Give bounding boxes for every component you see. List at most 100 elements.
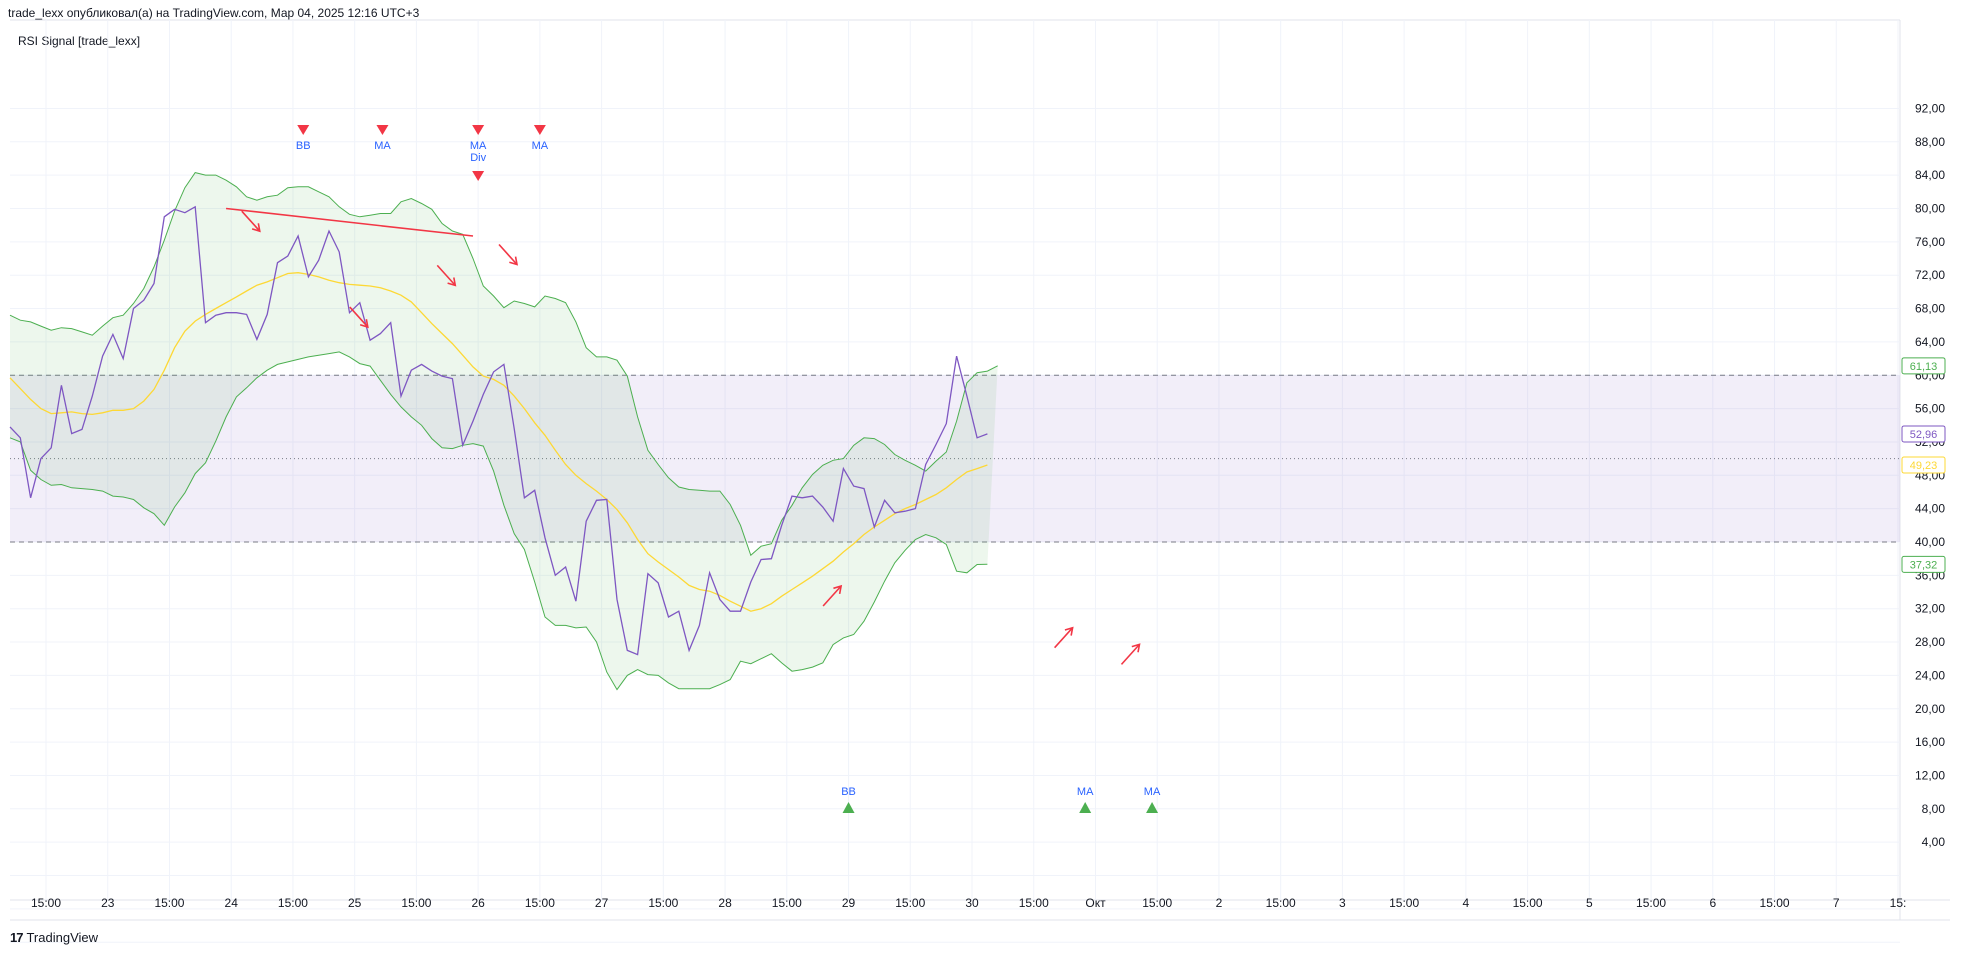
y-tick-label: 84,00: [1915, 168, 1945, 182]
down-arrow-icon: [436, 264, 457, 287]
x-tick-label: 15:00: [154, 896, 184, 910]
badge-box: [1901, 555, 1946, 573]
buy-signal-marker: BB: [841, 786, 856, 813]
tradingview-logo[interactable]: 17 TradingView: [10, 930, 98, 945]
indicator-title[interactable]: RSI Signal [trade_lexx]: [18, 34, 141, 48]
y-tick-label: 40,00: [1915, 535, 1945, 549]
x-tick-label: 26: [471, 896, 485, 910]
divergence-line: [225, 207, 474, 237]
x-tick-label: 7: [1833, 896, 1840, 910]
chart-grid: [10, 19, 1950, 943]
arrow-shaft: [1120, 643, 1141, 665]
y-tick-label: 12,00: [1915, 768, 1945, 782]
sell-signal-label: BB: [296, 140, 311, 152]
x-tick-label: 15:00: [648, 896, 678, 910]
y-tick-label: 64,00: [1915, 335, 1945, 349]
sell-signal-label: MA: [470, 140, 487, 152]
arrow-head: [509, 256, 519, 266]
divergence-triangle-icon: [472, 171, 485, 181]
upper-band-line: [9, 172, 998, 557]
x-tick-label: 30: [965, 896, 979, 910]
upper-band-value-badge: 61,13: [1901, 357, 1946, 375]
x-tick-label: 15:00: [1142, 896, 1172, 910]
arrow-head: [447, 277, 457, 287]
band-fill: [10, 172, 998, 690]
arrow-shaft: [1054, 627, 1074, 649]
sell-signal-marker: MA: [470, 125, 487, 152]
lower-band-value-badge: 37,32: [1901, 555, 1946, 573]
y-tick-label: 24,00: [1915, 668, 1945, 682]
series-lines: [9, 205, 988, 656]
sell-triangle-icon: [297, 125, 310, 135]
x-tick-label: 15:: [1890, 896, 1907, 910]
sell-signal-label: MA: [374, 140, 391, 152]
last-value-badges: 61,13 52,96 49,23 37,32: [1901, 357, 1946, 573]
arrow-head: [359, 319, 369, 329]
arrow-shaft: [498, 243, 518, 266]
up-arrow-icon: [1054, 626, 1074, 649]
badge-box: [1901, 456, 1946, 474]
y-tick-label: 4,00: [1922, 835, 1946, 849]
x-tick-label: 15:00: [1266, 896, 1296, 910]
x-tick-label: 2: [1216, 896, 1223, 910]
y-tick-label: 72,00: [1915, 268, 1945, 282]
y-tick-label: 80,00: [1915, 202, 1945, 216]
x-tick-label: 15:00: [1760, 896, 1790, 910]
buy-signal-label: MA: [1077, 786, 1094, 798]
buy-signal-marker: MA: [1077, 786, 1094, 813]
badge-box: [1901, 425, 1946, 443]
arrow-head: [833, 584, 843, 595]
sell-signal-marker: MA: [374, 125, 391, 152]
buy-triangle-icon: [1146, 802, 1159, 813]
x-tick-label: 15:00: [1019, 896, 1049, 910]
rsi-zones: [10, 374, 1900, 543]
up-arrow-icon: [1120, 643, 1141, 665]
y-tick-label: 76,00: [1915, 235, 1945, 249]
price-axis: 92,00 88,00 84,00 80,00 76,00 72,00 68,00 64,00…: [1915, 101, 1945, 849]
arrow-shaft: [436, 264, 456, 286]
divergence-signal-label: Div: [470, 152, 486, 164]
x-tick-label: 3: [1339, 896, 1346, 910]
x-tick-label: 23: [101, 896, 115, 910]
rsi-line: [9, 205, 988, 656]
sell-signal-marker: BB: [296, 125, 311, 152]
y-tick-label: 92,00: [1915, 101, 1945, 115]
x-tick-label: 4: [1463, 896, 1470, 910]
x-tick-label: 15:00: [278, 896, 308, 910]
sell-triangle-icon: [376, 125, 389, 135]
ma-line: [9, 272, 988, 612]
buy-signal-marker: MA: [1144, 786, 1161, 813]
arrow-shaft: [349, 306, 369, 328]
buy-triangle-icon: [1079, 802, 1092, 813]
y-tick-label: 88,00: [1915, 135, 1945, 149]
sell-triangle-icon: [533, 125, 546, 135]
buy-signal-label: MA: [1144, 786, 1161, 798]
y-tick-label: 44,00: [1915, 502, 1945, 516]
arrow-shaft: [241, 210, 261, 232]
y-tick-label: 28,00: [1915, 635, 1945, 649]
x-tick-label: 15:00: [895, 896, 925, 910]
badge-text: 61,13: [1910, 361, 1938, 373]
ma-value-badge: 49,23: [1901, 456, 1946, 474]
y-tick-label: 20,00: [1915, 702, 1945, 716]
badge-box: [1901, 357, 1946, 375]
x-tick-label: 24: [225, 896, 239, 910]
x-tick-label: 15:00: [1389, 896, 1419, 910]
x-tick-label: 27: [595, 896, 609, 910]
x-tick-label: 28: [718, 896, 732, 910]
y-tick-label: 32,00: [1915, 602, 1945, 616]
arrow-head: [251, 223, 261, 233]
badge-text: 37,32: [1910, 559, 1938, 571]
time-axis: 15:00 23 15:00 24 15:00 25 15:00 26 15:00 27 15:00…: [31, 896, 1906, 910]
x-tick-label: 15:00: [31, 896, 61, 910]
x-tick-label: 29: [842, 896, 856, 910]
y-tick-label: 8,00: [1922, 802, 1946, 816]
lower-band-line: [9, 351, 988, 691]
badge-text: 49,23: [1910, 460, 1938, 472]
x-tick-label: 15:00: [401, 896, 431, 910]
bollinger-bands: [9, 172, 998, 691]
tradingview-logo-text: TradingView: [26, 930, 99, 945]
y-tick-label: 68,00: [1915, 302, 1945, 316]
